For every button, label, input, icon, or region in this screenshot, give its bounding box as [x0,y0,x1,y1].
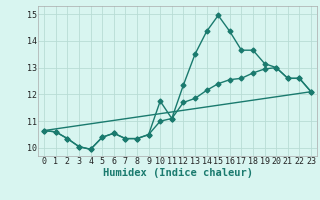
X-axis label: Humidex (Indice chaleur): Humidex (Indice chaleur) [103,168,252,178]
